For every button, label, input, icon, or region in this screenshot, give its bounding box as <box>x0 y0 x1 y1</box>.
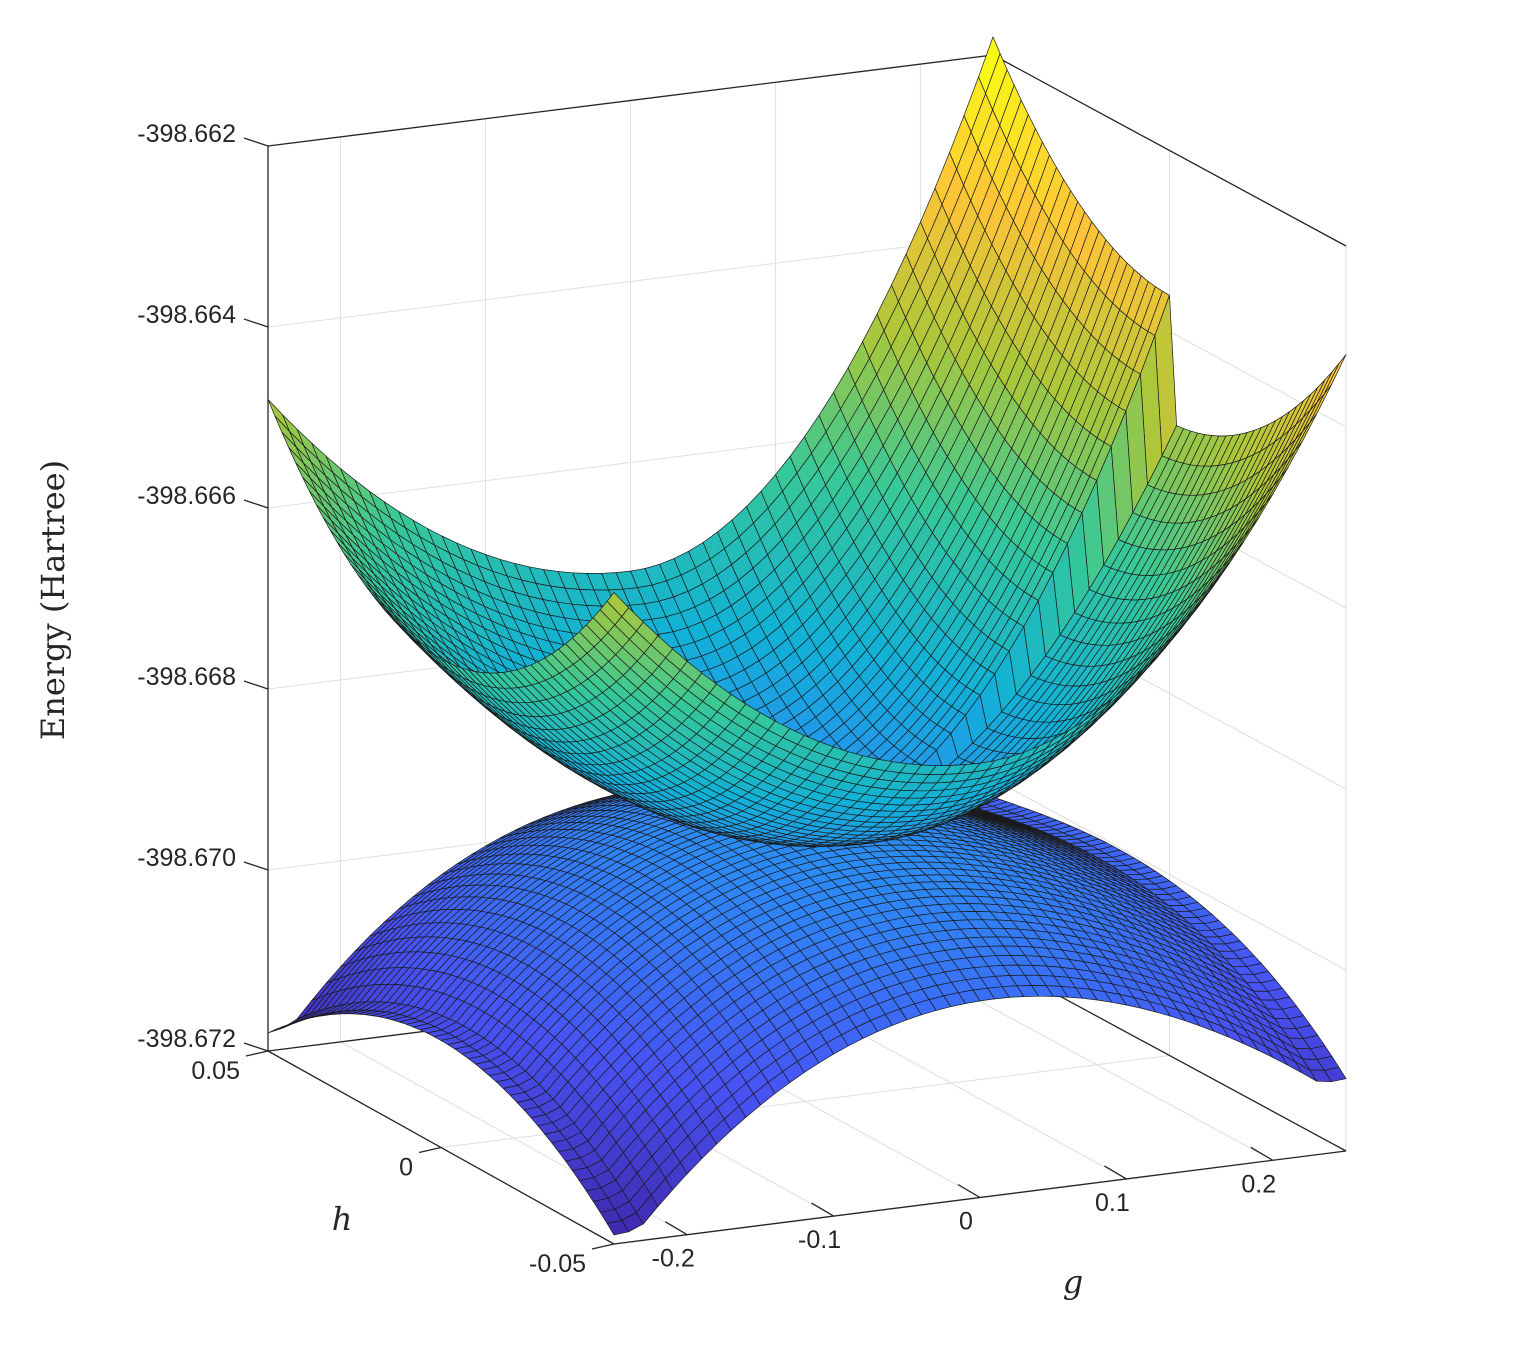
z-gridline <box>267 54 1347 247</box>
axes-box-edge <box>267 54 994 147</box>
surface-face <box>1316 363 1340 403</box>
z-gridline <box>267 235 1347 428</box>
surface-face <box>1323 354 1347 395</box>
surfaces <box>267 36 1347 1236</box>
axes-box-edge <box>992 54 1347 247</box>
lower-surface <box>267 780 1347 1236</box>
surface-face <box>267 399 290 432</box>
